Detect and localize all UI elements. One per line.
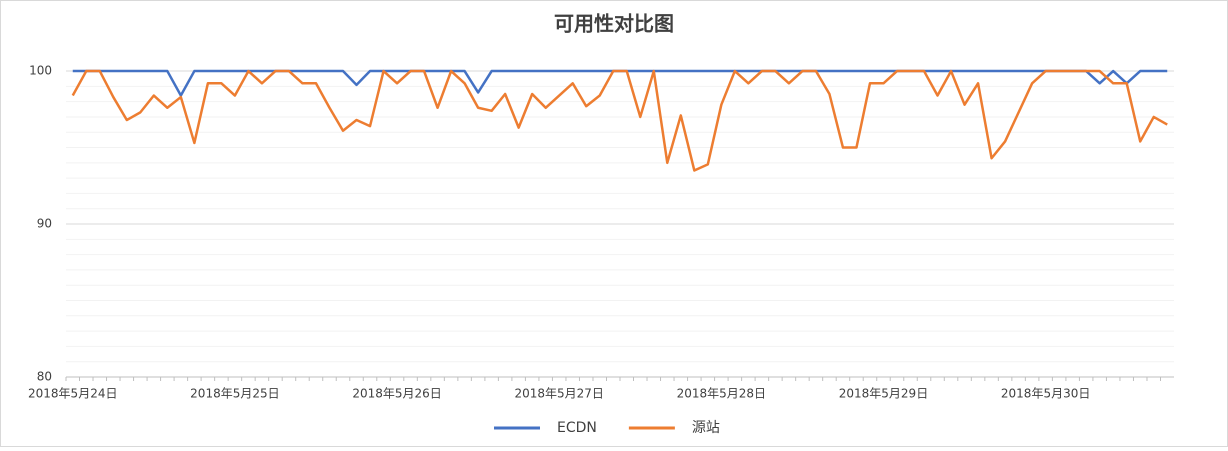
x-tick-label: 2018年5月25日 [190, 387, 279, 401]
chart-title: 可用性对比图 [554, 12, 674, 36]
y-tick-label: 100 [29, 64, 52, 78]
series-line [71, 69, 1168, 172]
x-tick-label: 2018年5月30日 [1001, 387, 1090, 401]
y-tick-label: 80 [37, 370, 52, 384]
x-tick-label: 2018年5月26日 [352, 387, 441, 401]
legend-label: 源站 [692, 420, 720, 436]
x-tick-label: 2018年5月24日 [28, 387, 117, 401]
x-tick-label: 2018年5月28日 [677, 387, 766, 401]
y-tick-label: 90 [37, 217, 52, 231]
x-tick-label: 2018年5月29日 [839, 387, 928, 401]
legend-label: ECDN [557, 420, 597, 436]
x-tick-label: 2018年5月27日 [514, 387, 603, 401]
